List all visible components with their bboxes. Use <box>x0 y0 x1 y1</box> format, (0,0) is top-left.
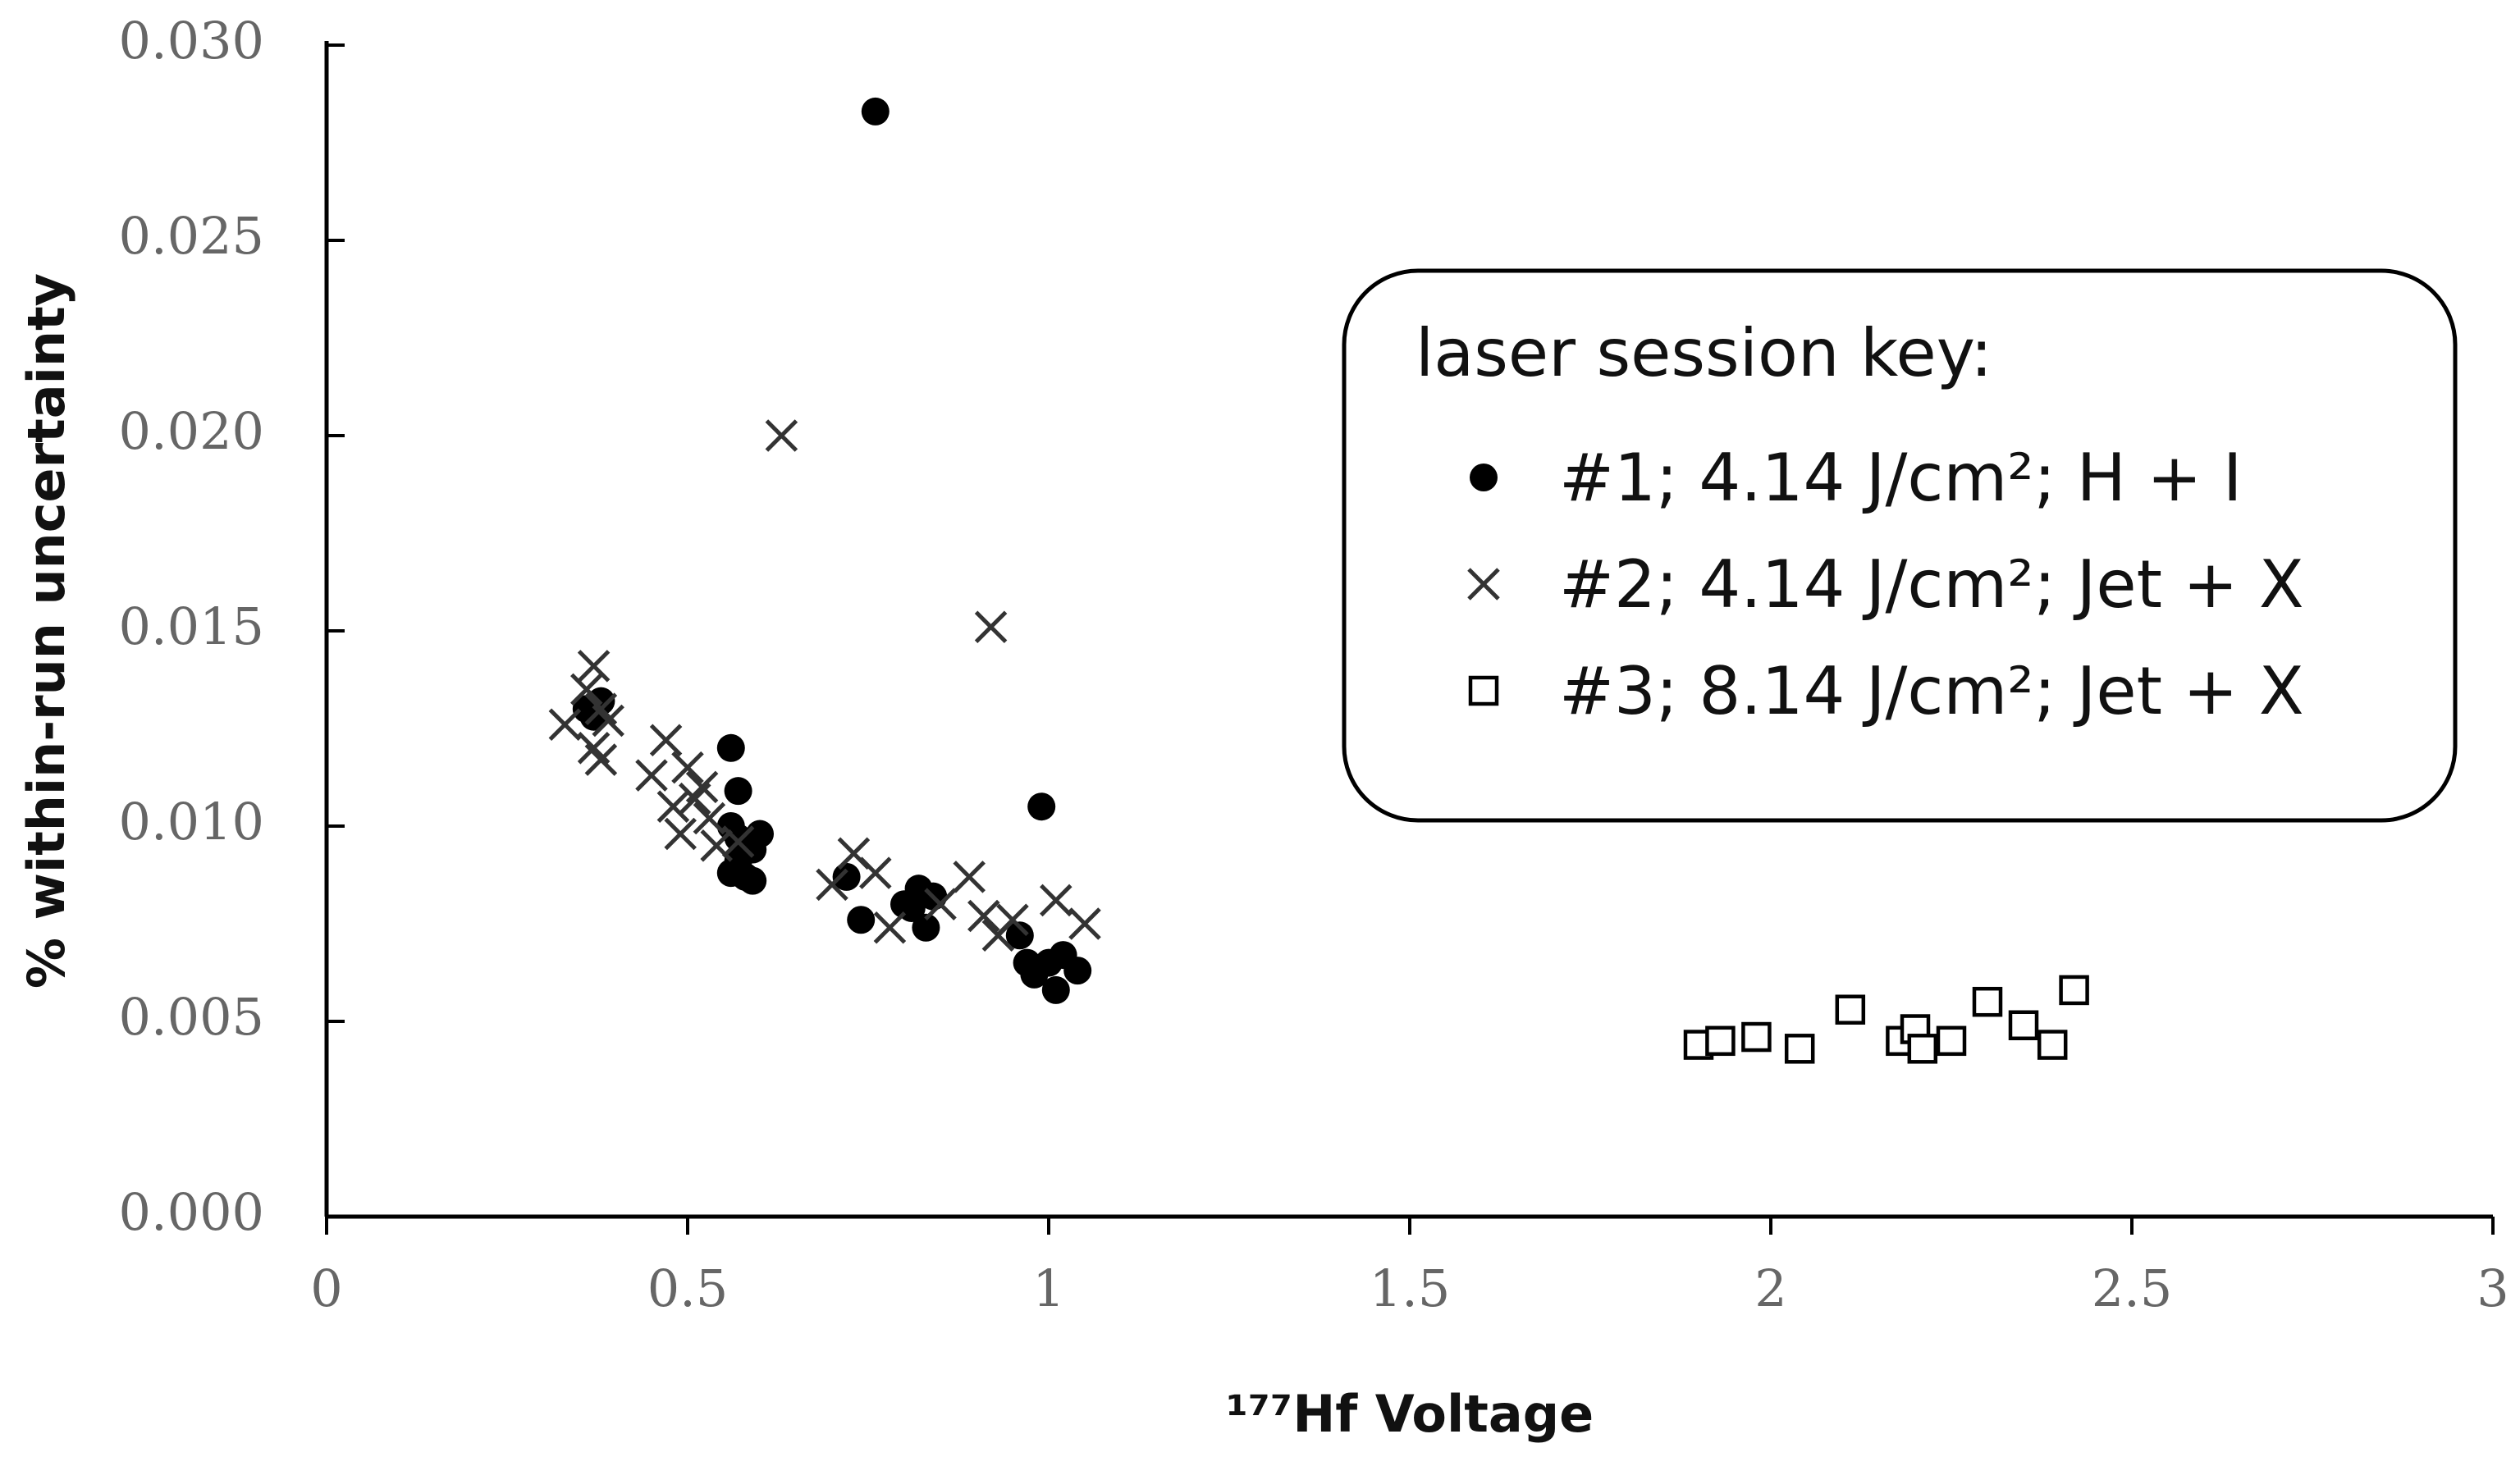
legend-entry-session-1: #1; 4.14 J/cm²; H + I <box>1559 440 2242 516</box>
data-point-session-2 <box>974 610 1008 644</box>
data-point-session-2 <box>671 751 704 784</box>
legend-marker-session-3 <box>1468 675 1499 706</box>
data-point-session-3 <box>2059 975 2089 1006</box>
x-tick-label: 2 <box>1754 1258 1786 1318</box>
data-point-session-3 <box>1741 1021 1772 1053</box>
data-point-session-2 <box>721 825 755 858</box>
x-tick-label: 0.5 <box>647 1258 729 1318</box>
plot-axes <box>324 41 2495 1235</box>
data-point-session-2 <box>577 650 611 683</box>
data-point-session-2 <box>873 911 907 944</box>
data-point-session-1 <box>832 862 861 891</box>
legend-markers <box>1467 464 1500 706</box>
legend-entry-session-2: #2; 4.14 J/cm²; Jet + X <box>1559 546 2304 623</box>
data-points <box>548 97 2089 1064</box>
data-point-session-3 <box>1705 1025 1736 1057</box>
x-tick-label: 1 <box>1032 1258 1064 1318</box>
data-point-session-2 <box>649 724 683 757</box>
data-point-session-2 <box>996 903 1029 937</box>
y-tick-label: 0.010 <box>119 792 265 852</box>
data-point-session-2 <box>859 856 892 889</box>
x-axis-ticks: 0 0.5 1 1.5 2 2.5 3 <box>310 1258 2509 1318</box>
legend: laser session key: #1; 4.14 J/cm²; H + I… <box>1342 268 2458 823</box>
data-point-session-1 <box>861 97 890 126</box>
y-tick-label: 0.020 <box>119 401 265 461</box>
y-tick-label: 0.005 <box>119 987 265 1047</box>
data-point-session-1 <box>1063 957 1092 985</box>
data-point-session-3 <box>1972 986 2003 1017</box>
legend-box <box>1342 268 2458 823</box>
data-point-session-1 <box>1027 792 1056 821</box>
y-axis-ticks: 0.000 0.005 0.010 0.015 0.020 0.025 0.03… <box>119 11 265 1242</box>
y-tick-label: 0.025 <box>119 206 265 266</box>
legend-marker-session-2 <box>1467 568 1500 601</box>
data-point-session-2 <box>816 868 848 902</box>
data-point-session-3 <box>1784 1034 1815 1064</box>
data-point-session-1 <box>716 733 745 762</box>
data-point-session-2 <box>1068 907 1101 940</box>
data-point-session-2 <box>967 899 1000 933</box>
data-point-session-1 <box>739 866 767 895</box>
x-axis-title: ¹⁷⁷Hf Voltage <box>1226 1384 1594 1444</box>
y-axis-title: % within-run uncertainty <box>16 273 76 989</box>
data-point-session-2 <box>664 817 697 851</box>
data-point-session-3 <box>1936 1025 1967 1057</box>
data-point-session-2 <box>679 782 711 815</box>
x-tick-label: 0 <box>310 1258 342 1318</box>
data-point-session-2 <box>592 704 624 738</box>
data-point-session-3 <box>2037 1030 2068 1060</box>
legend-marker-session-1 <box>1470 464 1498 491</box>
data-point-session-1 <box>847 906 876 934</box>
data-point-session-1 <box>746 820 774 848</box>
data-point-session-2 <box>924 888 957 920</box>
y-tick-label: 0.015 <box>119 596 265 656</box>
legend-entry-session-3: #3; 8.14 J/cm²; Jet + X <box>1559 653 2304 729</box>
data-point-session-2 <box>693 802 726 835</box>
data-point-session-3 <box>1835 994 1866 1025</box>
x-tick-label: 2.5 <box>2092 1258 2173 1318</box>
data-point-session-3 <box>2008 1010 2039 1041</box>
data-point-session-3 <box>1907 1034 1938 1064</box>
data-point-session-1 <box>1005 921 1034 950</box>
x-tick-label: 1.5 <box>1370 1258 1451 1318</box>
data-point-session-2 <box>570 673 603 706</box>
x-tick-label: 3 <box>2477 1258 2509 1318</box>
data-point-session-2 <box>656 790 690 823</box>
data-point-session-1 <box>724 777 752 806</box>
legend-title: laser session key: <box>1415 315 1992 391</box>
data-point-session-2 <box>765 419 798 452</box>
data-point-session-2 <box>548 708 582 742</box>
data-point-session-1 <box>912 913 940 942</box>
y-tick-label: 0.030 <box>119 11 265 71</box>
data-point-session-2 <box>1040 884 1072 917</box>
data-point-session-2 <box>635 759 668 792</box>
data-point-session-1 <box>1041 975 1070 1004</box>
y-tick-label: 0.000 <box>119 1182 265 1242</box>
data-point-session-2 <box>584 743 618 776</box>
data-point-session-2 <box>953 861 986 893</box>
